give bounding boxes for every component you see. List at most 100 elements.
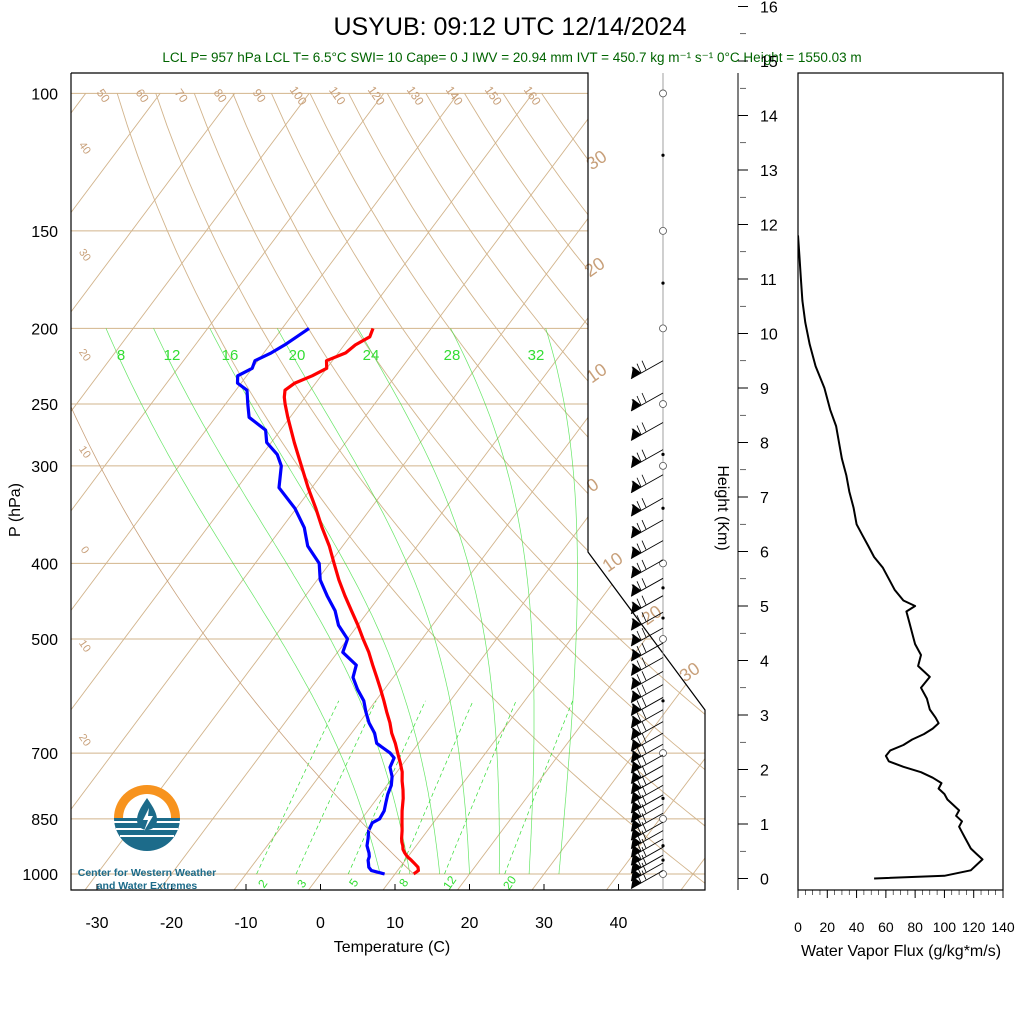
wind-barb-staff: [630, 519, 664, 539]
wind-barb-feather: [631, 663, 637, 673]
wind-barb-feather: [641, 578, 647, 588]
wind-level-circle: [659, 324, 667, 333]
wind-barb-staff: [630, 657, 664, 676]
wind-barb-feather: [631, 836, 637, 846]
skew-t-frame: [70, 72, 706, 891]
wind-barb-feather: [641, 627, 647, 638]
wind-barb-feather: [636, 797, 642, 808]
mixing-ratio-line: [256, 700, 340, 875]
dry-adiabat-label: 60: [133, 86, 152, 105]
wind-barb-feather: [641, 765, 647, 775]
wind-barb-feather: [631, 690, 637, 700]
wind-barb-feather: [641, 709, 647, 719]
wind-barb-feather: [631, 827, 637, 838]
height-tick-label: 5: [760, 599, 769, 616]
dry-adiabat-label: 50: [94, 86, 113, 105]
dry-adiabat-line: [116, 93, 705, 890]
wind-barb-feather: [641, 642, 647, 653]
wind-barb-feather: [631, 738, 637, 749]
wind-calm-dot: [661, 586, 665, 590]
wind-barb-staff: [630, 392, 664, 412]
wind-barb-feather: [641, 721, 647, 731]
moist-adiabat-label: 12: [164, 347, 181, 364]
wind-barb-staff: [630, 449, 664, 469]
flux-x-tick-label: 40: [849, 919, 865, 935]
wind-barb-feather: [636, 865, 642, 876]
wind-barb-staff: [630, 838, 664, 858]
wind-barb-staff: [630, 670, 664, 690]
y-tick-label: 500: [31, 632, 58, 649]
y-tick-label: 100: [31, 86, 58, 103]
wind-barb-feather: [636, 581, 642, 591]
flux-x-tick-label: 100: [933, 919, 957, 935]
wind-calm-dot: [661, 858, 665, 862]
flux-x-axis-label: Water Vapor Flux (g/kg*m/s): [801, 943, 1001, 960]
wind-barb-feather: [636, 735, 642, 746]
chart-title: USYUB: 09:12 UTC 12/14/2024: [334, 13, 687, 41]
wind-barb-feather: [636, 850, 642, 860]
isotherm-right-label: 0: [583, 474, 603, 496]
wind-barb-feather: [636, 501, 642, 511]
x-tick-label: -20: [160, 915, 183, 932]
logo-line-1: Center for Western Weather: [78, 867, 216, 879]
dry-adiabat-line: [193, 93, 705, 890]
mixing-ratio-label: 8: [396, 876, 411, 890]
wind-barb-staff: [630, 775, 664, 794]
moist-adiabat-line: [450, 328, 535, 875]
wind-barb-feather: [636, 712, 642, 722]
dry-adiabat-label: 130: [404, 83, 427, 108]
isotherm-label: 0: [78, 544, 91, 556]
dry-adiabat-line: [464, 93, 705, 890]
isotherm-label: 10: [76, 638, 93, 655]
wind-barb-feather: [631, 601, 637, 611]
y-tick-label: 150: [31, 224, 58, 241]
wind-barb-feather: [631, 861, 637, 871]
height-tick-label: 11: [760, 272, 777, 289]
moist-adiabat-label: 8: [117, 347, 125, 364]
isotherm-right-label: 10: [583, 359, 611, 387]
wind-barb-staff: [630, 854, 664, 874]
mixing-ratio-line: [504, 700, 574, 875]
y-tick-label: 400: [31, 556, 58, 573]
wind-barb-feather: [631, 750, 637, 760]
wind-barb-staff: [630, 577, 664, 597]
wind-barb-staff: [630, 785, 664, 804]
wind-barb-staff: [630, 474, 664, 494]
logo-line-2: and Water Extremes: [97, 880, 198, 892]
height-axis-label: Height (Km): [714, 465, 731, 550]
isotherm-label: 30: [76, 247, 93, 264]
dry-adiabat-label: 110: [326, 84, 349, 108]
isotherm-line: [158, 93, 705, 890]
flux-x-tick-label: 120: [962, 919, 986, 935]
wind-barb-feather: [641, 559, 647, 570]
moist-adiabat-line: [209, 328, 441, 875]
y-tick-label: 850: [31, 812, 58, 829]
height-tick-label: 9: [760, 381, 769, 398]
isotherm-right-label: 30: [583, 146, 611, 174]
height-tick-label: 1: [760, 817, 769, 834]
wind-barb-feather: [631, 633, 637, 644]
dry-adiabat-label: 150: [482, 83, 505, 108]
wind-barb-feather: [631, 618, 637, 628]
x-tick-label: -30: [85, 915, 108, 932]
dry-adiabat-label: 140: [443, 83, 466, 108]
wind-level-circle: [659, 461, 667, 470]
wind-barb-staff: [630, 830, 664, 850]
isotherm-line: [71, 93, 161, 890]
wind-barb-feather: [641, 449, 647, 459]
x-tick-label: -10: [234, 915, 257, 932]
wind-calm-dot: [661, 699, 665, 703]
y-tick-label: 200: [31, 321, 58, 338]
height-tick-label: 12: [760, 218, 778, 235]
height-tick-label: 3: [760, 708, 769, 725]
wind-barb-feather: [641, 862, 647, 873]
wind-barb-feather: [636, 833, 642, 843]
water-drop-sun-icon: [114, 785, 180, 851]
flux-x-tick-label: 140: [991, 919, 1015, 935]
wind-level-circle: [659, 226, 667, 235]
wind-barb-feather: [631, 648, 637, 659]
wind-barb-staff: [630, 611, 664, 631]
wind-barb-feather: [631, 715, 637, 725]
height-tick-label: 16: [760, 0, 778, 17]
